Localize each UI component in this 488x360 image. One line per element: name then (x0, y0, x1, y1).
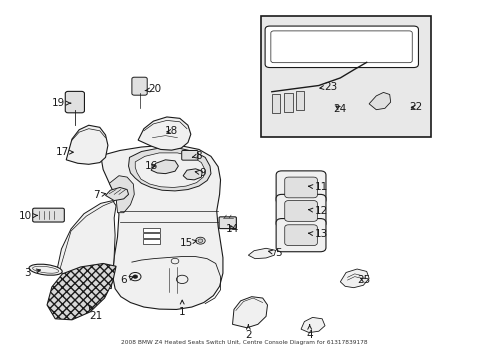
Text: 7: 7 (92, 190, 105, 201)
Polygon shape (135, 153, 205, 188)
Text: 11: 11 (308, 183, 327, 193)
FancyBboxPatch shape (182, 150, 198, 160)
Bar (295, 91, 304, 110)
Polygon shape (66, 125, 108, 164)
Text: 18: 18 (164, 126, 178, 136)
Polygon shape (340, 269, 368, 288)
Bar (271, 94, 280, 113)
Text: 9: 9 (195, 168, 205, 178)
Text: 25: 25 (357, 275, 370, 285)
Text: 24: 24 (333, 104, 346, 114)
Bar (142, 233, 160, 238)
Text: 8: 8 (192, 151, 202, 161)
FancyBboxPatch shape (276, 194, 325, 228)
FancyBboxPatch shape (276, 219, 325, 252)
Text: 21: 21 (89, 305, 102, 321)
Text: 3: 3 (24, 268, 41, 278)
Bar (261, 16, 430, 137)
FancyBboxPatch shape (284, 201, 317, 221)
Circle shape (133, 275, 137, 278)
Text: 23: 23 (319, 82, 337, 91)
Polygon shape (183, 169, 202, 180)
Text: 6: 6 (120, 275, 133, 285)
Text: 10: 10 (19, 211, 37, 221)
Bar (142, 228, 160, 233)
Text: 14: 14 (225, 224, 239, 234)
Polygon shape (151, 160, 178, 174)
Text: 15: 15 (179, 238, 196, 248)
FancyBboxPatch shape (284, 177, 317, 198)
Bar (142, 239, 160, 244)
FancyBboxPatch shape (284, 225, 317, 246)
Polygon shape (57, 201, 116, 289)
Polygon shape (368, 93, 390, 110)
Polygon shape (105, 188, 128, 201)
FancyBboxPatch shape (219, 217, 236, 229)
Text: 5: 5 (268, 248, 281, 258)
Text: 1: 1 (179, 300, 185, 317)
Text: 22: 22 (408, 102, 422, 112)
Polygon shape (101, 145, 223, 310)
FancyBboxPatch shape (65, 91, 84, 113)
Text: 2: 2 (244, 325, 251, 340)
FancyBboxPatch shape (33, 208, 64, 222)
Text: 2008 BMW Z4 Heated Seats Switch Unit, Centre Console Diagram for 61317839178: 2008 BMW Z4 Heated Seats Switch Unit, Ce… (121, 340, 367, 345)
Polygon shape (128, 148, 210, 191)
Polygon shape (47, 264, 116, 320)
FancyBboxPatch shape (264, 26, 418, 68)
Text: 19: 19 (52, 98, 71, 108)
Ellipse shape (29, 264, 62, 275)
Polygon shape (138, 117, 190, 150)
FancyBboxPatch shape (276, 171, 325, 204)
Polygon shape (301, 318, 325, 333)
Circle shape (198, 239, 203, 242)
FancyBboxPatch shape (132, 77, 147, 95)
Circle shape (195, 237, 205, 244)
Polygon shape (232, 297, 267, 328)
Text: 13: 13 (308, 229, 327, 239)
Polygon shape (109, 176, 134, 213)
Text: 20: 20 (145, 84, 161, 94)
Text: 17: 17 (56, 147, 73, 157)
Polygon shape (248, 248, 275, 258)
Text: 4: 4 (306, 325, 312, 340)
Text: 16: 16 (144, 161, 157, 171)
Bar (284, 93, 292, 112)
Text: 12: 12 (308, 206, 327, 216)
